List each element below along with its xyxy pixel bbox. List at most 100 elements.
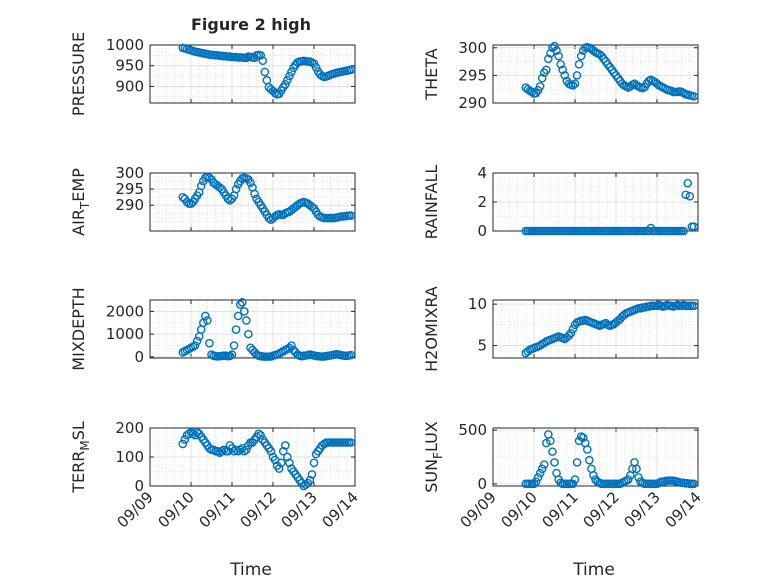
data-point: [270, 212, 280, 221]
data-point: [258, 56, 268, 66]
data-point: [683, 178, 693, 188]
data-point: [550, 458, 559, 467]
y-tick-label: 200: [115, 419, 144, 437]
data-point: [233, 311, 243, 321]
data-point: [558, 65, 568, 75]
axes-border: [149, 172, 356, 232]
data-point: [554, 51, 563, 61]
data-point: [632, 464, 641, 474]
data-point: [527, 87, 537, 97]
data-point: [244, 329, 253, 339]
data-point: [239, 446, 249, 456]
y-tick-label: 4: [477, 164, 487, 182]
y-axis-label: MIXDEPTH: [69, 287, 88, 370]
data-point: [188, 429, 198, 439]
data-point: [192, 336, 202, 346]
x-axis-label-left: Time: [229, 560, 272, 580]
data-point: [574, 60, 584, 69]
y-tick-label: 295: [115, 180, 144, 198]
x-tick-label: 09/13: [621, 488, 664, 531]
data-point: [309, 458, 319, 468]
data-point: [624, 475, 633, 484]
data-point: [227, 350, 237, 359]
y-tick-label: 10: [468, 295, 487, 313]
data-point: [235, 300, 245, 309]
y-tick-label: 1000: [106, 36, 144, 54]
data-point: [182, 197, 192, 207]
data-point: [546, 436, 555, 446]
data-point: [560, 71, 570, 80]
data-point: [231, 445, 241, 455]
data-point: [346, 65, 356, 75]
y-tick-label: 290: [458, 94, 487, 112]
data-point: [274, 464, 284, 473]
y-tick-label: 295: [458, 66, 487, 84]
y-tick-label: 0: [134, 477, 144, 495]
axes-border: [492, 427, 699, 487]
data-point: [589, 470, 598, 480]
series-airtemp: [178, 172, 356, 225]
data-point: [552, 46, 561, 55]
subplot-theta: 290 295 300 THETA: [422, 39, 699, 112]
subplot-pressure: 900 950 1000 PRESSURE: [69, 32, 356, 116]
x-tick-label: 09/14: [662, 488, 705, 531]
data-point: [550, 41, 559, 51]
data-point: [256, 430, 266, 440]
data-point: [556, 60, 565, 69]
axes-border: [492, 44, 699, 104]
data-point: [225, 351, 235, 361]
y-tick-label: 950: [115, 57, 144, 75]
x-tick-label: 09/12: [237, 488, 280, 531]
axes-border: [492, 299, 699, 359]
data-point: [689, 301, 699, 311]
y-axis-label: H2OMIXRA: [422, 286, 441, 372]
data-point: [576, 51, 586, 61]
y-axis-label: TERRMSL: [69, 421, 92, 494]
y-tick-label: 300: [115, 164, 144, 182]
subplot-rainfall: 0 2 4 RAINFALL: [422, 164, 699, 240]
data-point: [283, 75, 292, 85]
data-point: [285, 458, 294, 468]
axes-border: [149, 427, 356, 487]
subplot-mixdepth: 0 1000 2000 MIXDEPTH: [69, 287, 356, 371]
data-point: [203, 316, 212, 325]
y-tick-label: 0: [477, 475, 487, 493]
data-point: [311, 63, 321, 72]
data-point: [180, 435, 190, 444]
y-tick-label: 0: [477, 222, 487, 240]
data-point: [583, 445, 592, 454]
data-point: [229, 446, 239, 456]
y-tick-label: 2: [477, 193, 487, 211]
data-point: [346, 350, 356, 360]
y-axis-label: AIRTEMP: [69, 168, 92, 236]
data-point: [679, 226, 688, 236]
y-tick-label: 100: [115, 448, 144, 466]
data-point: [213, 446, 222, 456]
data-point: [278, 446, 288, 456]
x-tick-label: 09/10: [155, 488, 198, 531]
data-point: [254, 429, 263, 439]
y-axis-label: SUNFLUX: [422, 421, 445, 493]
y-axis-label: PRESSURE: [69, 32, 88, 116]
x-tick-label: 09/13: [278, 488, 321, 531]
data-point: [533, 473, 543, 482]
series-sunflux: [521, 430, 699, 489]
y-tick-label: 290: [115, 196, 144, 214]
data-point: [205, 338, 214, 348]
data-point: [568, 324, 578, 334]
data-point: [564, 331, 574, 340]
data-point: [537, 464, 547, 474]
y-axis-label: RAINFALL: [422, 165, 441, 240]
data-point: [246, 178, 255, 187]
data-point: [570, 79, 580, 88]
data-point: [542, 65, 551, 75]
y-tick-label: 5: [477, 337, 487, 355]
data-point: [280, 80, 290, 89]
axes-border: [149, 44, 356, 104]
data-point: [634, 473, 643, 482]
data-point: [283, 452, 292, 462]
